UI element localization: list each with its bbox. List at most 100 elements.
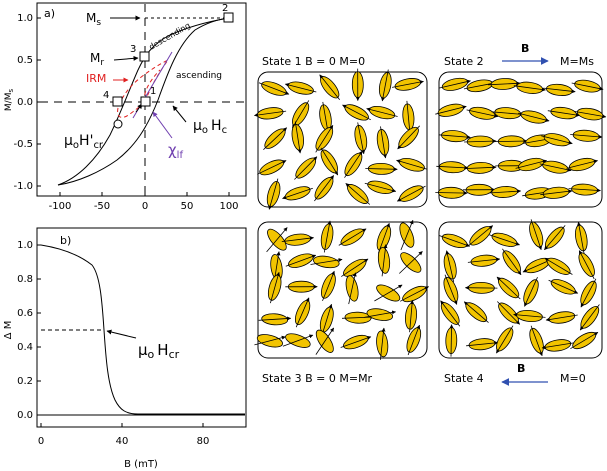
grain-moment-arrow [548, 279, 579, 294]
grain-moment-arrow [364, 310, 396, 318]
x-tick-label: -100 [49, 201, 72, 212]
grain-moment-arrow [258, 316, 292, 321]
grain-moment-arrow [409, 299, 415, 333]
point-2-marker [223, 12, 234, 23]
panel-b-x-ticks: 0 40 80 [38, 423, 210, 447]
grain-moment-arrow [541, 342, 574, 350]
grain-moment-arrow [400, 286, 429, 302]
ascending-branch [57, 17, 230, 186]
point-3-marker [139, 51, 150, 62]
grain-moment-arrow [513, 312, 546, 318]
grain-moment-arrow [580, 278, 597, 308]
grain-moment-arrow [380, 327, 386, 360]
panel-b-label: b) [60, 234, 71, 247]
panel-a-frame [36, 2, 247, 197]
y-tick-label: 0.4 [17, 342, 33, 353]
grain-moment-arrow [578, 250, 595, 280]
grain-moment-arrow [464, 165, 497, 170]
grain-moment-arrow [435, 105, 467, 115]
panel-a-y-axis-label: M/Ms [4, 89, 15, 112]
grain-moment-arrow [444, 274, 458, 305]
hcr-arrow [106, 329, 137, 339]
grain-moment-arrow [284, 83, 317, 93]
descending-label: descending [148, 21, 192, 52]
panel-b-x-axis-label: B (mT) [124, 459, 158, 470]
grain-moment-arrow [530, 219, 542, 251]
delta-m-curve [40, 244, 245, 415]
chi-lf-label: χlf [168, 141, 183, 161]
grain-moment-arrow [397, 125, 420, 150]
grain-moment-arrow [571, 82, 604, 91]
grain-moment-arrow [543, 87, 576, 94]
x-tick-label: 0 [38, 436, 44, 447]
y-tick-label: 0.8 [17, 274, 33, 285]
panel-b: b) 1.0 0.8 0.6 0.4 0.2 0.0 0 40 80 Δ M B… [3, 227, 247, 470]
panel-b-frame [36, 227, 247, 428]
point-4-marker [112, 96, 123, 107]
grain-moment-arrow [381, 69, 389, 102]
irm-curve [117, 59, 169, 118]
grain-moment-arrow [466, 109, 499, 118]
grain-moment-arrow [545, 314, 578, 322]
irm-label: IRM [86, 72, 106, 85]
grain-moment-arrow [310, 257, 343, 265]
state-4-b-label: B [517, 362, 525, 375]
grain-moment-arrow [396, 159, 428, 170]
grain-moment-arrow [524, 277, 538, 307]
state-4-m-label: M=0 [560, 372, 586, 385]
grain-moment-arrow [341, 258, 369, 277]
chi-lf-arrow [152, 111, 173, 139]
grain-moment-arrow [378, 222, 390, 254]
grain-moment-arrow [518, 112, 550, 122]
hcr-label: μo Hcr [138, 341, 180, 361]
grain-moment-arrow [399, 251, 423, 274]
grain-moment-arrow [282, 187, 313, 200]
grain-moment-arrow [570, 331, 599, 350]
state-2-b-label: B [521, 42, 529, 55]
grain-moment-arrow [570, 134, 603, 139]
grain-moment-arrow [440, 300, 461, 327]
x-tick-label: -50 [94, 201, 110, 212]
grain-moment-arrow [315, 327, 335, 355]
grain-moment-arrow [515, 159, 547, 169]
grain-moment-arrow [285, 254, 317, 267]
grain-moment-arrow [540, 189, 573, 196]
grain-moment-arrow [254, 335, 286, 346]
x-tick-label: 80 [197, 436, 210, 447]
state-4-label: State 4 [444, 372, 484, 385]
grain-moment-arrow [322, 270, 335, 302]
panel-a-x-ticks: -100 -50 0 50 100 [49, 192, 239, 212]
grain-moment-arrow [263, 127, 287, 150]
state-3-label: State 3 B = 0 M=Mr [262, 372, 373, 385]
grain-moment-arrow [400, 219, 414, 251]
grain-moment-arrow [574, 111, 607, 119]
grain-moment-arrow [266, 227, 288, 253]
grain-moment-arrow [406, 100, 412, 134]
grain-moment-arrow [295, 297, 310, 328]
grain-moment-arrow [365, 167, 398, 172]
hc-arrow [172, 105, 187, 123]
grain-moment-arrow [344, 150, 363, 178]
grain-moment-arrow [340, 336, 372, 348]
hcr-prime-label: μoH'cr [64, 133, 104, 151]
grain-moment-arrow [544, 257, 573, 275]
grain-moment-arrow [463, 81, 496, 90]
grain-moment-arrow [254, 110, 287, 117]
grain-moment-arrow [380, 126, 387, 159]
grain-moment-arrow [319, 74, 341, 101]
grain-moment-arrow [547, 110, 580, 117]
grain-moment-arrow [488, 81, 521, 86]
grain-moment-arrow [396, 185, 426, 202]
y-tick-label: 0.0 [17, 97, 33, 108]
grain-moment-arrow [449, 324, 454, 357]
state-2-m-label: M=Ms [560, 55, 594, 68]
mr-arrow [113, 55, 139, 61]
y-tick-label: 1.0 [17, 13, 33, 24]
grain-moment-arrow [467, 257, 501, 263]
grain-moment-arrow [392, 80, 424, 88]
ascending-label: ascending [176, 71, 222, 81]
panel-a-y-ticks: 1.0 0.5 0.0 -0.5 -1.0 [13, 13, 41, 192]
grain-moment-arrow [497, 301, 520, 325]
grain-moment-arrow [268, 178, 279, 210]
x-tick-label: 0 [142, 201, 148, 212]
